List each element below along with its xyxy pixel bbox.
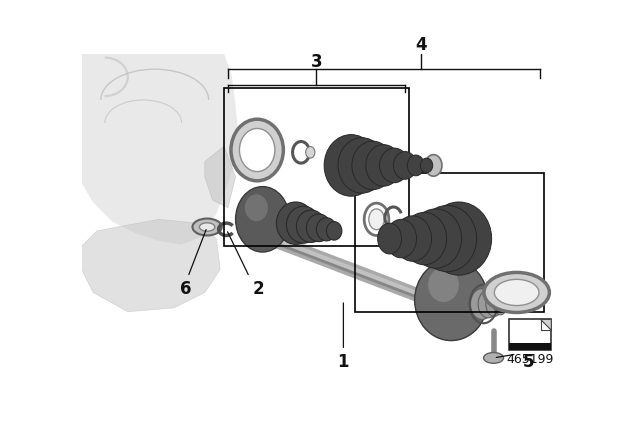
Text: 6: 6 xyxy=(180,280,191,297)
Bar xyxy=(509,319,551,350)
Ellipse shape xyxy=(386,220,417,258)
Text: 1: 1 xyxy=(338,353,349,371)
Ellipse shape xyxy=(193,219,221,236)
Ellipse shape xyxy=(326,222,342,240)
Text: 5: 5 xyxy=(522,353,534,371)
Ellipse shape xyxy=(378,223,401,254)
PathPatch shape xyxy=(81,220,220,312)
Ellipse shape xyxy=(425,155,442,176)
PathPatch shape xyxy=(81,54,239,245)
Ellipse shape xyxy=(426,202,492,275)
Text: 2: 2 xyxy=(253,280,264,297)
Polygon shape xyxy=(541,319,551,330)
Ellipse shape xyxy=(380,148,409,183)
Ellipse shape xyxy=(239,129,275,172)
Ellipse shape xyxy=(486,292,503,316)
Ellipse shape xyxy=(231,119,284,181)
Ellipse shape xyxy=(365,145,401,186)
Ellipse shape xyxy=(369,209,384,230)
Ellipse shape xyxy=(236,186,289,252)
Ellipse shape xyxy=(394,216,431,261)
Text: 3: 3 xyxy=(310,53,323,71)
Ellipse shape xyxy=(287,206,320,243)
Ellipse shape xyxy=(415,260,488,340)
Ellipse shape xyxy=(493,293,508,315)
Text: 465199: 465199 xyxy=(506,353,554,366)
Ellipse shape xyxy=(296,210,326,242)
Ellipse shape xyxy=(484,272,549,313)
Ellipse shape xyxy=(428,267,459,302)
Ellipse shape xyxy=(306,146,315,158)
Ellipse shape xyxy=(307,214,331,241)
Ellipse shape xyxy=(484,353,504,363)
Ellipse shape xyxy=(407,155,424,176)
PathPatch shape xyxy=(205,146,236,208)
Ellipse shape xyxy=(338,138,386,193)
Ellipse shape xyxy=(245,194,268,221)
Ellipse shape xyxy=(478,290,498,318)
Bar xyxy=(509,343,551,350)
Ellipse shape xyxy=(316,218,337,241)
Ellipse shape xyxy=(418,206,477,271)
Ellipse shape xyxy=(352,141,394,190)
Ellipse shape xyxy=(410,209,461,268)
Ellipse shape xyxy=(394,151,417,179)
Ellipse shape xyxy=(276,202,315,244)
Ellipse shape xyxy=(470,289,493,319)
Ellipse shape xyxy=(402,212,447,265)
Bar xyxy=(224,88,409,246)
Ellipse shape xyxy=(200,223,215,231)
Ellipse shape xyxy=(494,280,539,306)
Text: 4: 4 xyxy=(415,36,427,54)
Bar xyxy=(355,173,543,312)
Ellipse shape xyxy=(324,134,378,196)
Ellipse shape xyxy=(420,158,433,173)
